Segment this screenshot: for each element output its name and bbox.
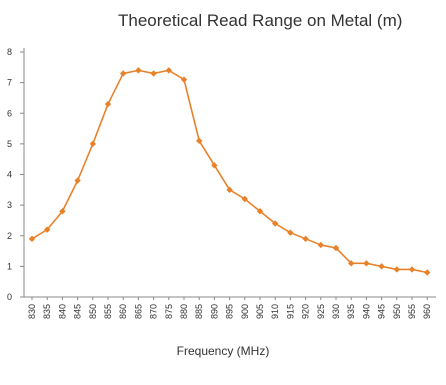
data-point-marker bbox=[165, 67, 172, 74]
y-tick-label: 2 bbox=[7, 231, 12, 241]
y-tick-label: 8 bbox=[7, 47, 12, 57]
data-point-marker bbox=[272, 220, 279, 227]
x-axis-ticks: 830 835 840 845 850 855 860 865 870 875 880 885 890 8… bbox=[27, 297, 432, 319]
data-point-marker bbox=[211, 162, 218, 169]
x-tick-label: 845 bbox=[73, 304, 83, 319]
x-tick-label: 895 bbox=[225, 304, 235, 319]
x-tick-label: 955 bbox=[407, 304, 417, 319]
axes bbox=[23, 48, 436, 298]
x-tick-label: 925 bbox=[316, 304, 326, 319]
data-point-marker bbox=[256, 208, 264, 215]
data-point-marker bbox=[287, 229, 294, 236]
x-tick-label: 950 bbox=[392, 304, 402, 319]
data-point-marker bbox=[363, 260, 370, 267]
data-point-marker bbox=[408, 266, 416, 273]
data-point-marker bbox=[28, 235, 36, 243]
x-tick-label: 940 bbox=[361, 304, 371, 319]
data-point-marker bbox=[196, 137, 203, 145]
x-axis-label: Frequency (MHz) bbox=[176, 344, 270, 358]
x-tick-label: 830 bbox=[27, 304, 37, 319]
x-tick-label: 960 bbox=[422, 304, 432, 319]
y-tick-label: 3 bbox=[7, 200, 12, 210]
data-point-marker bbox=[44, 226, 51, 233]
x-tick-label: 850 bbox=[88, 304, 98, 319]
x-tick-label: 915 bbox=[285, 304, 295, 319]
x-tick-label: 860 bbox=[118, 304, 128, 319]
data-point-marker bbox=[59, 208, 66, 215]
x-tick-label: 870 bbox=[149, 304, 159, 319]
x-tick-label: 945 bbox=[377, 304, 387, 319]
series-layer bbox=[28, 67, 431, 276]
y-tick-label: 0 bbox=[7, 292, 12, 302]
x-tick-label: 930 bbox=[331, 304, 341, 319]
data-point-marker bbox=[317, 241, 324, 249]
x-tick-label: 900 bbox=[240, 304, 250, 319]
y-axis-ticks: 0 1 2 3 4 5 6 7 8 bbox=[7, 47, 24, 302]
x-tick-label: 855 bbox=[103, 304, 113, 319]
x-tick-label: 935 bbox=[346, 304, 356, 319]
data-point-marker bbox=[226, 186, 233, 194]
y-tick-label: 1 bbox=[7, 261, 12, 271]
data-point-marker bbox=[241, 195, 248, 203]
data-point-marker bbox=[302, 235, 309, 243]
series-line bbox=[31, 69, 428, 274]
x-tick-label: 885 bbox=[194, 304, 204, 319]
x-tick-label: 890 bbox=[209, 304, 219, 319]
data-point-marker bbox=[120, 70, 127, 77]
x-tick-label: 865 bbox=[133, 304, 143, 319]
data-point-marker bbox=[393, 266, 400, 273]
data-point-marker bbox=[89, 140, 96, 148]
data-point-marker bbox=[135, 67, 142, 74]
chart-title: Theoretical Read Range on Metal (m) bbox=[118, 11, 403, 30]
y-tick-label: 5 bbox=[7, 139, 12, 149]
x-tick-label: 840 bbox=[57, 304, 67, 319]
data-point-marker bbox=[424, 269, 431, 276]
x-tick-label: 920 bbox=[301, 304, 311, 319]
data-point-marker bbox=[74, 177, 81, 184]
data-point-marker bbox=[378, 263, 385, 270]
data-point-marker bbox=[150, 70, 157, 77]
y-tick-label: 4 bbox=[7, 170, 12, 180]
x-tick-label: 835 bbox=[42, 304, 52, 319]
x-tick-label: 875 bbox=[164, 304, 174, 319]
x-tick-label: 880 bbox=[179, 304, 189, 319]
data-point-marker bbox=[332, 244, 340, 252]
x-tick-label: 910 bbox=[270, 304, 280, 319]
data-point-marker bbox=[104, 100, 112, 108]
y-tick-label: 6 bbox=[7, 108, 12, 118]
data-point-marker bbox=[348, 260, 355, 267]
y-tick-label: 7 bbox=[7, 78, 12, 88]
data-point-marker bbox=[180, 76, 188, 83]
x-tick-label: 905 bbox=[255, 304, 265, 319]
